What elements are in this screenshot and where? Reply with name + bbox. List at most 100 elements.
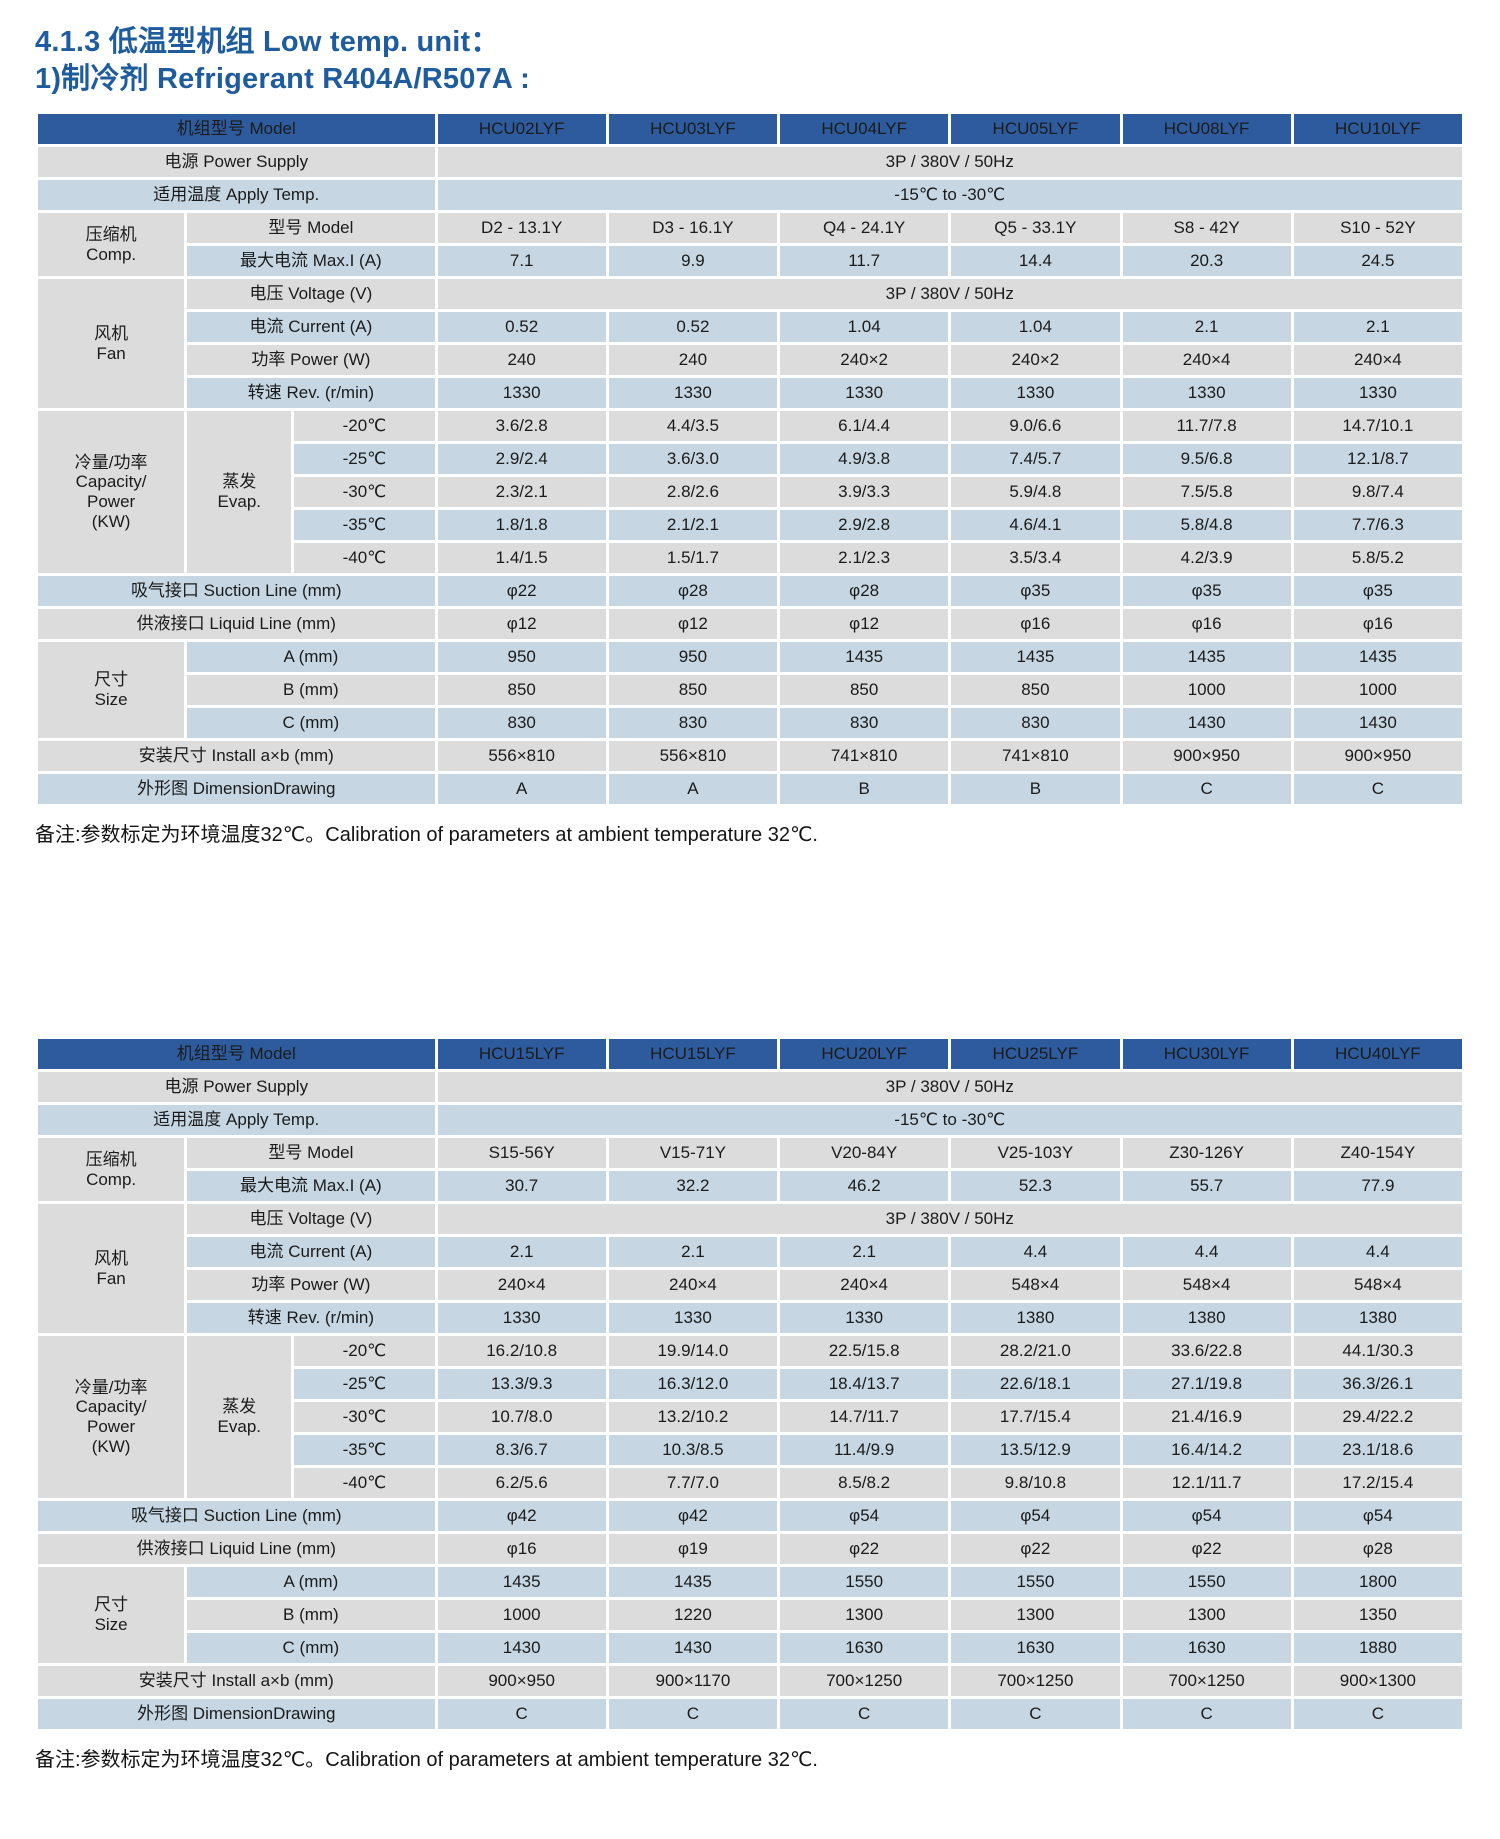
- row-label-fan-rev: 转速 Rev. (r/min): [187, 1303, 435, 1333]
- value-cell-comp-max-current: 24.5: [1293, 246, 1462, 276]
- row-label-size-a: A (mm): [187, 1567, 435, 1597]
- value-cell-capacity: 7.7/7.0: [608, 1468, 778, 1498]
- group-label-fan-line: 风机: [94, 1248, 129, 1268]
- group-label-capacity-power-line: 冷量/功率: [74, 452, 148, 472]
- value-cell-install-size: 900×950: [1293, 741, 1462, 771]
- row-label-comp-max-current: 最大电流 Max.I (A): [187, 246, 435, 276]
- value-cell-capacity: 4.6/4.1: [951, 510, 1120, 540]
- value-cell-suction-line: φ35: [951, 576, 1120, 606]
- model-column-header: HCU25LYF: [951, 1039, 1120, 1069]
- value-cell-capacity: 2.9/2.8: [780, 510, 949, 540]
- value-cell-suction-line: φ42: [608, 1501, 778, 1531]
- value-power-supply: 3P / 380V / 50Hz: [437, 147, 1462, 177]
- value-cell-comp-max-current: 32.2: [608, 1171, 778, 1201]
- value-cell-suction-line: φ54: [780, 1501, 949, 1531]
- value-cell-comp-max-current: 9.9: [608, 246, 778, 276]
- value-cell-comp-model: D3 - 16.1Y: [608, 213, 778, 243]
- row-label-evap-temp: -30℃: [294, 477, 435, 507]
- group-label-capacity-power-line: Capacity/: [75, 472, 147, 492]
- model-column-header: HCU30LYF: [1122, 1039, 1291, 1069]
- value-cell-dimension-drawing: B: [951, 774, 1120, 804]
- value-apply-temp: -15℃ to -30℃: [437, 1105, 1462, 1135]
- value-cell-size-a: 1800: [1293, 1567, 1462, 1597]
- row-label-fan-power: 功率 Power (W): [187, 1270, 435, 1300]
- value-cell-size-c: 1430: [437, 1633, 606, 1663]
- value-cell-capacity: 9.0/6.6: [951, 411, 1120, 441]
- table-row: 供液接口 Liquid Line (mm) φ12 φ12 φ12 φ16 φ16 φ16: [38, 609, 1462, 639]
- group-label-evap: 蒸发 Evap.: [187, 1336, 292, 1498]
- table-row: 冷量/功率 Capacity/Power (KW) 蒸发 Evap. -20℃ 3.6/2.…: [38, 411, 1462, 573]
- value-cell-capacity: 22.5/15.8: [780, 1336, 949, 1366]
- group-label-fan-line: 风机: [94, 323, 129, 343]
- row-label-evap-temp: -30℃: [294, 1402, 435, 1432]
- value-cell-fan-rev: 1330: [1122, 378, 1291, 408]
- row-label-fan-rev: 转速 Rev. (r/min): [187, 378, 435, 408]
- value-cell-capacity: 1.8/1.8: [437, 510, 606, 540]
- value-cell-comp-model: S10 - 52Y: [1293, 213, 1462, 243]
- table-row: 尺寸 Size A (mm) 950 950 1435 1435 1435 1435: [38, 642, 1462, 738]
- value-cell-liquid-line: φ12: [780, 609, 949, 639]
- value-cell-liquid-line: φ22: [951, 1534, 1120, 1564]
- group-label-size-line: Size: [94, 1615, 128, 1634]
- value-cell-size-b: 1000: [437, 1600, 606, 1630]
- table-row: C (mm) 1430 1430 1630 1630 1630 1880: [38, 1633, 1462, 1663]
- value-fan-voltage: 3P / 380V / 50Hz: [437, 279, 1462, 309]
- model-header-cell: 机组型号 Model: [38, 114, 435, 144]
- value-cell-liquid-line: φ16: [1122, 609, 1291, 639]
- value-cell-capacity: 11.4/9.9: [780, 1435, 949, 1465]
- value-cell-comp-max-current: 14.4: [951, 246, 1120, 276]
- value-cell-fan-current: 4.4: [951, 1237, 1120, 1267]
- value-cell-capacity: 16.3/12.0: [608, 1369, 778, 1399]
- value-cell-capacity: 13.2/10.2: [608, 1402, 778, 1432]
- row-label-install-size: 安装尺寸 Install a×b (mm): [38, 1666, 435, 1696]
- row-label-evap-temp: -40℃: [294, 1468, 435, 1498]
- table-row: -30℃ 2.3/2.1 2.8/2.6 3.9/3.3 5.9/4.8 7.5/5.8 9…: [38, 477, 1462, 507]
- value-cell-capacity: 23.1/18.6: [1293, 1435, 1462, 1465]
- model-column-header: HCU08LYF: [1122, 114, 1291, 144]
- value-cell-capacity: 2.3/2.1: [437, 477, 606, 507]
- table-row: 风机 Fan 电压 Voltage (V) 3P / 380V / 50Hz: [38, 279, 1462, 408]
- value-cell-suction-line: φ28: [780, 576, 949, 606]
- value-cell-size-b: 1300: [1122, 1600, 1291, 1630]
- value-fan-voltage: 3P / 380V / 50Hz: [437, 1204, 1462, 1234]
- value-cell-capacity: 11.7/7.8: [1122, 411, 1291, 441]
- value-cell-capacity: 28.2/21.0: [951, 1336, 1120, 1366]
- value-cell-capacity: 16.4/14.2: [1122, 1435, 1291, 1465]
- group-label-evap-line: 蒸发: [222, 1397, 257, 1417]
- group-label-compressor-line: 压缩机: [85, 224, 137, 244]
- value-cell-size-c: 1630: [951, 1633, 1120, 1663]
- value-cell-capacity: 9.8/7.4: [1293, 477, 1462, 507]
- group-label-size-line: 尺寸: [94, 670, 129, 690]
- table-row: 风机 Fan 电压 Voltage (V) 3P / 380V / 50Hz: [38, 1204, 1462, 1333]
- row-label-fan-voltage: 电压 Voltage (V): [187, 1204, 435, 1234]
- table-row: -25℃ 13.3/9.3 16.3/12.0 18.4/13.7 22.6/18.1 2…: [38, 1369, 1462, 1399]
- value-cell-size-b: 1300: [951, 1600, 1120, 1630]
- row-label-power-supply: 电源 Power Supply: [38, 1072, 435, 1102]
- value-cell-comp-max-current: 77.9: [1293, 1171, 1462, 1201]
- value-cell-comp-max-current: 7.1: [437, 246, 606, 276]
- value-cell-dimension-drawing: C: [951, 1699, 1120, 1729]
- row-label-evap-temp: -35℃: [294, 1435, 435, 1465]
- page-title-line2: 1)制冷剂 Refrigerant R404A/R507A :: [35, 63, 531, 95]
- value-cell-size-a: 1550: [1122, 1567, 1291, 1597]
- value-cell-size-a: 1435: [951, 642, 1120, 672]
- value-cell-capacity: 8.3/6.7: [437, 1435, 606, 1465]
- value-cell-capacity: 9.8/10.8: [951, 1468, 1120, 1498]
- value-cell-fan-rev: 1330: [437, 1303, 606, 1333]
- value-cell-comp-model: V15-71Y: [608, 1138, 778, 1168]
- value-cell-capacity: 5.8/5.2: [1293, 543, 1462, 573]
- group-label-compressor-line: Comp.: [86, 244, 137, 264]
- value-cell-fan-rev: 1330: [608, 378, 778, 408]
- row-label-suction-line: 吸气接口 Suction Line (mm): [38, 1501, 435, 1531]
- row-label-evap-temp: -40℃: [294, 543, 435, 573]
- value-cell-fan-rev: 1380: [1122, 1303, 1291, 1333]
- row-label-power-supply: 电源 Power Supply: [38, 147, 435, 177]
- value-cell-liquid-line: φ16: [951, 609, 1120, 639]
- row-label-evap-temp: -25℃: [294, 1369, 435, 1399]
- group-label-capacity-power-line: 冷量/功率: [74, 1377, 148, 1397]
- row-label-evap-temp: -35℃: [294, 510, 435, 540]
- table-row: 压缩机 Comp. 型号 Model S15-56Y V15-71Y V20-84Y V25…: [38, 1138, 1462, 1201]
- table-row: 适用温度 Apply Temp. -15℃ to -30℃: [38, 1105, 1462, 1135]
- value-cell-comp-model: Q5 - 33.1Y: [951, 213, 1120, 243]
- group-label-evap: 蒸发 Evap.: [187, 411, 292, 573]
